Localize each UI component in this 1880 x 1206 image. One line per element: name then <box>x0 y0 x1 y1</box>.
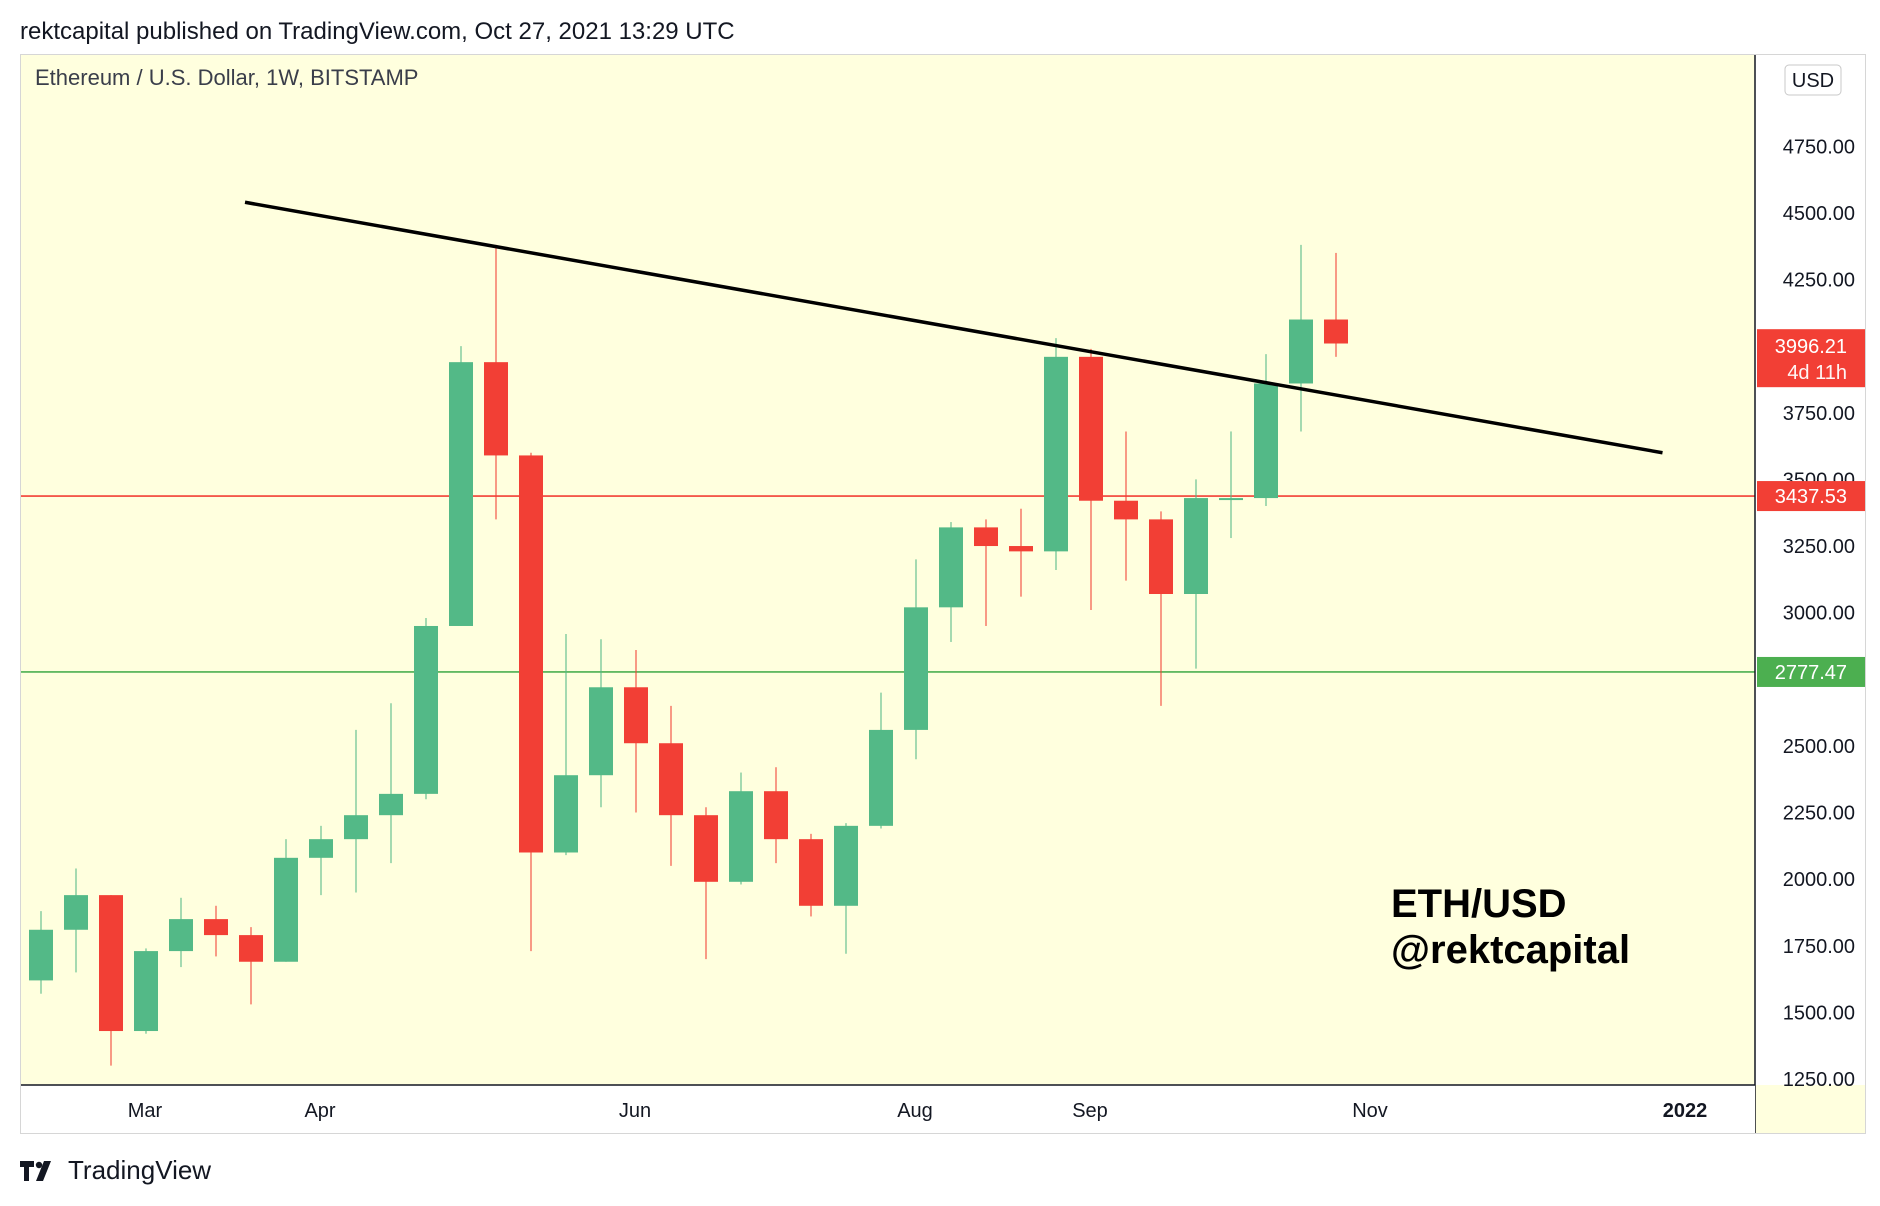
candle-up <box>274 857 298 962</box>
candle-down <box>204 919 228 936</box>
chart-text: Ethereum / U.S. Dollar, 1W, BITSTAMP ETH/… <box>35 65 1630 972</box>
time-axis: Mar Apr Jun Aug Sep Nov 2022 <box>21 1084 1755 1133</box>
y-tick-label: 4500.00 <box>1783 203 1855 225</box>
candle-down <box>974 527 998 547</box>
candle-up <box>1289 319 1313 384</box>
time-axis-background <box>21 1085 1755 1133</box>
x-tick-label: 2022 <box>1663 1100 1708 1122</box>
candle-down <box>1079 356 1103 501</box>
candle-up <box>414 625 438 794</box>
candle-up <box>1254 383 1278 499</box>
y-tick-label: 2000.00 <box>1783 869 1855 891</box>
footer-brand: TradingView <box>68 1155 212 1185</box>
price-axis-background <box>1755 55 1865 1085</box>
y-tick-label: 1250.00 <box>1783 1069 1855 1091</box>
chart-plot-area <box>21 55 1755 1085</box>
candle-down <box>239 935 263 962</box>
tradingview-logo-icon <box>20 1160 51 1181</box>
x-tick-label: Apr <box>304 1100 335 1122</box>
price-chart[interactable]: Ethereum / U.S. Dollar, 1W, BITSTAMP ETH/… <box>21 55 1865 1133</box>
candle-up <box>1184 498 1208 595</box>
candle-up <box>29 929 53 981</box>
candle-up <box>344 815 368 840</box>
x-tick-label: Sep <box>1072 1100 1108 1122</box>
candle-down <box>659 743 683 816</box>
candle-down <box>1149 519 1173 595</box>
candle-up <box>169 919 193 952</box>
candle-down <box>1009 546 1033 552</box>
candle-up <box>869 729 893 826</box>
y-tick-label: 3250.00 <box>1783 536 1855 558</box>
footer: TradingView <box>20 1155 211 1186</box>
countdown-label: 4d 11h <box>1787 362 1847 384</box>
candle-down <box>799 839 823 906</box>
chart-frame: Ethereum / U.S. Dollar, 1W, BITSTAMP ETH/… <box>20 54 1866 1134</box>
candle-up <box>1219 498 1243 501</box>
y-tick-label: 3750.00 <box>1783 403 1855 425</box>
price-axis: USD 1250.00 1500.00 1750.00 2000.00 2250.00 25… <box>1754 55 1865 1133</box>
trendline-group <box>244 200 1663 455</box>
candle-down <box>694 815 718 882</box>
plot-background <box>21 55 1755 1085</box>
descending-trendline <box>244 200 1663 455</box>
candle-up <box>309 839 333 858</box>
support-price-badge <box>1757 656 1865 687</box>
candle-down <box>624 687 648 744</box>
resistance-price-label: 3437.53 <box>1775 486 1847 508</box>
publish-info: rektcapital published on TradingView.com… <box>20 18 735 45</box>
candle-up <box>904 607 928 730</box>
candle-up <box>729 791 753 882</box>
candle-up <box>1044 356 1068 552</box>
support-price-label: 2777.47 <box>1775 662 1847 684</box>
currency-badge <box>1784 64 1842 96</box>
candle-up <box>64 895 88 930</box>
candle-up <box>134 951 158 1032</box>
candle-up <box>589 687 613 776</box>
watermark-pair: ETH/USD <box>1391 882 1567 926</box>
y-tick-label: 2500.00 <box>1783 736 1855 758</box>
y-tick-label: 3000.00 <box>1783 603 1855 625</box>
x-tick-label: Mar <box>128 1100 163 1122</box>
watermark-author: @rektcapital <box>1391 928 1630 972</box>
candle-down <box>1324 319 1348 344</box>
y-tick-label: 4750.00 <box>1783 136 1855 158</box>
horizontal-levels <box>21 495 1755 673</box>
candle-down <box>99 895 123 1032</box>
y-tick-label: 1750.00 <box>1783 936 1855 958</box>
resistance-price-badge <box>1757 481 1865 512</box>
last-price-badge <box>1757 329 1865 388</box>
y-tick-label: 2250.00 <box>1783 803 1855 825</box>
candle-up <box>554 775 578 853</box>
x-tick-label: Nov <box>1352 1100 1388 1122</box>
candle-down <box>519 455 543 853</box>
candle-down <box>484 362 508 456</box>
candle-down <box>764 791 788 840</box>
candle-up <box>939 527 963 608</box>
y-tick-label: 1500.00 <box>1783 1002 1855 1024</box>
candle-up <box>379 793 403 816</box>
x-tick-label: Jun <box>619 1100 651 1122</box>
x-tick-label: Aug <box>897 1100 933 1122</box>
candle-up <box>834 825 858 906</box>
candle-down <box>1114 500 1138 520</box>
chart-title: Ethereum / U.S. Dollar, 1W, BITSTAMP <box>35 65 418 90</box>
candle-up <box>449 362 473 626</box>
last-price-label: 3996.21 <box>1775 336 1847 358</box>
candles <box>29 244 1348 1066</box>
y-tick-label: 4250.00 <box>1783 270 1855 292</box>
currency-label: USD <box>1792 70 1834 92</box>
